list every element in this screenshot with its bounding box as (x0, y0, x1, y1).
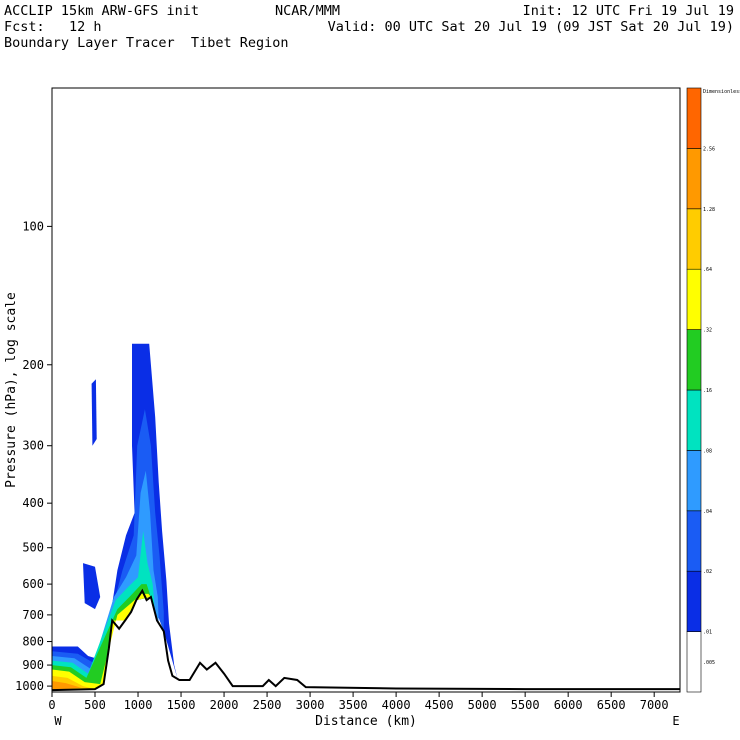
x-tick-label: 1000 (124, 698, 153, 712)
x-tick-label: 3000 (296, 698, 325, 712)
x-tick-label: 6500 (597, 698, 626, 712)
x-tick-label: 6000 (554, 698, 583, 712)
x-tick-label: 2500 (253, 698, 282, 712)
chart-title: Boundary Layer Tracer Tibet Region (4, 35, 289, 51)
colorbar-label: .01 (703, 630, 712, 636)
colorbar-label: .16 (703, 388, 712, 394)
x-axis-label: Distance (km) (315, 714, 417, 729)
tracer-region-9 (52, 681, 82, 691)
x-tick-label: 7000 (640, 698, 669, 712)
y-tick-label: 300 (22, 439, 44, 453)
x-tick-label: 4000 (382, 698, 411, 712)
header-model-title: ACCLIP 15km ARW-GFS init (4, 3, 200, 19)
y-tick-label: 1000 (15, 679, 44, 693)
y-tick-label: 700 (22, 608, 44, 622)
y-tick-label: 900 (22, 658, 44, 672)
colorbar-swatch (686, 87, 702, 149)
colorbar-swatch (686, 631, 702, 693)
plot-frame (51, 87, 681, 693)
header-valid-time: Valid: 00 UTC Sat 20 Jul 19 (09 JST Sat … (327, 19, 734, 35)
y-axis-label: Pressure (hPa), log scale (4, 292, 19, 488)
colorbar-swatch (686, 389, 702, 451)
colorbar-swatch (686, 329, 702, 391)
tracer-region-0 (52, 343, 178, 691)
colorbar-label: .04 (703, 509, 712, 515)
west-label: W (54, 714, 62, 728)
colorbar-label: .32 (703, 328, 712, 334)
colorbar-label: .08 (703, 448, 712, 454)
x-tick-label: 5000 (468, 698, 497, 712)
y-tick-label: 600 (22, 577, 44, 591)
y-tick-label: 100 (22, 219, 44, 233)
colorbar-swatch (686, 208, 702, 270)
terrain-surface-line (51, 588, 680, 692)
tracer-region-2 (91, 379, 97, 446)
header-forecast-hour: Fcst: 12 h (4, 19, 102, 35)
colorbar-label: Dimensionless (703, 89, 740, 95)
colorbar-swatch (686, 450, 702, 512)
x-tick-label: 5500 (511, 698, 540, 712)
x-tick-label: 500 (84, 698, 106, 712)
colorbar-swatch (686, 148, 702, 210)
y-axis: 100 200 300 400 500 600 700 800 900 1000 (15, 219, 52, 693)
x-tick-label: 3500 (339, 698, 368, 712)
east-label: E (672, 714, 679, 728)
y-tick-label: 500 (22, 541, 44, 555)
x-tick-label: 0 (48, 698, 55, 712)
x-tick-label: 2000 (210, 698, 239, 712)
header-init-time: Init: 12 UTC Fri 19 Jul 19 (522, 3, 734, 19)
colorbar-label: .02 (703, 569, 712, 575)
y-tick-label: 800 (22, 635, 44, 649)
y-tick-label: 200 (22, 358, 44, 372)
colorbar-label: .64 (703, 267, 712, 273)
colorbar: .005 .01 .02 .04 .08 .16 .32 .64 1.28 2.56 Dimensi… (686, 87, 740, 693)
colorbar-swatch (686, 570, 702, 632)
tracer-region-1 (83, 563, 101, 610)
colorbar-swatch (686, 510, 702, 572)
colorbar-label: .005 (703, 660, 715, 666)
tracer-contour-fill (52, 343, 178, 691)
colorbar-label: 1.28 (703, 207, 715, 213)
x-tick-label: 1500 (167, 698, 196, 712)
colorbar-label: 2.56 (703, 146, 715, 152)
y-tick-label: 400 (22, 496, 44, 510)
colorbar-swatch (686, 268, 702, 330)
header-org: NCAR/MMM (275, 3, 341, 19)
x-axis: 0 500 1000 1500 2000 2500 3000 3500 4000 4500 5000… (48, 692, 669, 712)
x-tick-label: 4500 (425, 698, 454, 712)
